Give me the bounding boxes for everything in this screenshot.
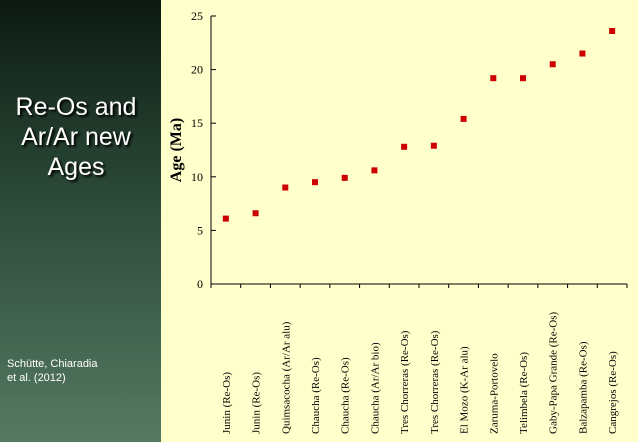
data-point — [312, 179, 318, 186]
data-point — [460, 115, 467, 122]
data-point — [579, 50, 586, 57]
data-point — [341, 174, 348, 181]
citation-line-1: Schütte, Chiaradia — [7, 358, 98, 370]
data-point — [371, 167, 378, 174]
y-tick-label: 5 — [197, 223, 203, 237]
data-point — [549, 61, 556, 68]
x-tick-label: Tres Chorreras (Re-Os) — [399, 330, 411, 434]
x-tick-label: Tres Chorreras (Re-Os) — [429, 330, 441, 434]
data-point — [282, 184, 289, 191]
slide-title-line-3: Ages — [47, 153, 105, 181]
x-tick-label: Zaruma-Portovelo — [488, 353, 500, 434]
x-tick-label: Balzapamba (Re-Os) — [577, 341, 589, 434]
citation-line-2: et al. (2012) — [7, 372, 66, 384]
citation: Schütte, Chiaradia et al. (2012) — [7, 357, 98, 385]
x-tick-label: Gaby-Papa Grande (Re-Os) — [548, 311, 560, 434]
x-tick-label: Chaucha (Ar/Ar bio) — [369, 342, 381, 434]
data-point — [401, 143, 408, 150]
data-point — [520, 75, 526, 82]
data-point — [252, 210, 259, 217]
plot-panel: 0 5 10 15 20 25 Age (Ma) Junin (Re-Os) Junin (Re… — [161, 0, 638, 442]
data-point — [222, 215, 229, 222]
slide-title-line-1: Re-Os and — [15, 93, 137, 121]
x-tick-label: Cangrejos (Re-Os) — [607, 351, 619, 434]
data-point — [490, 75, 497, 82]
x-tick-label: Quimsacocha (Ar/Ar alu) — [280, 321, 292, 434]
slide-title: Re-Os and Ar/Ar new Ages — [0, 92, 152, 182]
data-point — [609, 28, 616, 35]
y-tick-label: 15 — [191, 116, 203, 130]
x-tick-label: El Mozo (K-Ar alu) — [459, 346, 471, 434]
data-point — [430, 142, 437, 149]
y-tick-label: 10 — [191, 170, 203, 184]
y-tick-label: 25 — [191, 9, 203, 23]
slide-title-line-2: Ar/Ar new — [21, 123, 131, 151]
age-chart: 0 5 10 15 20 25 Age (Ma) Junin (Re-Os) Junin (Re… — [168, 9, 628, 434]
y-tick-label: 0 — [197, 277, 203, 291]
y-axis-label: Age (Ma) — [168, 118, 185, 182]
x-tick-label: Chaucha (Re-Os) — [310, 357, 322, 434]
x-tick-label: Chaucha (Re-Os) — [340, 357, 352, 434]
x-tick-label: Junin (Re-Os) — [221, 372, 233, 434]
y-tick-label: 20 — [191, 63, 203, 77]
x-tick-label: Telimbela (Re-Os) — [518, 352, 530, 434]
x-tick-label: Junin (Re-Os) — [251, 372, 263, 434]
